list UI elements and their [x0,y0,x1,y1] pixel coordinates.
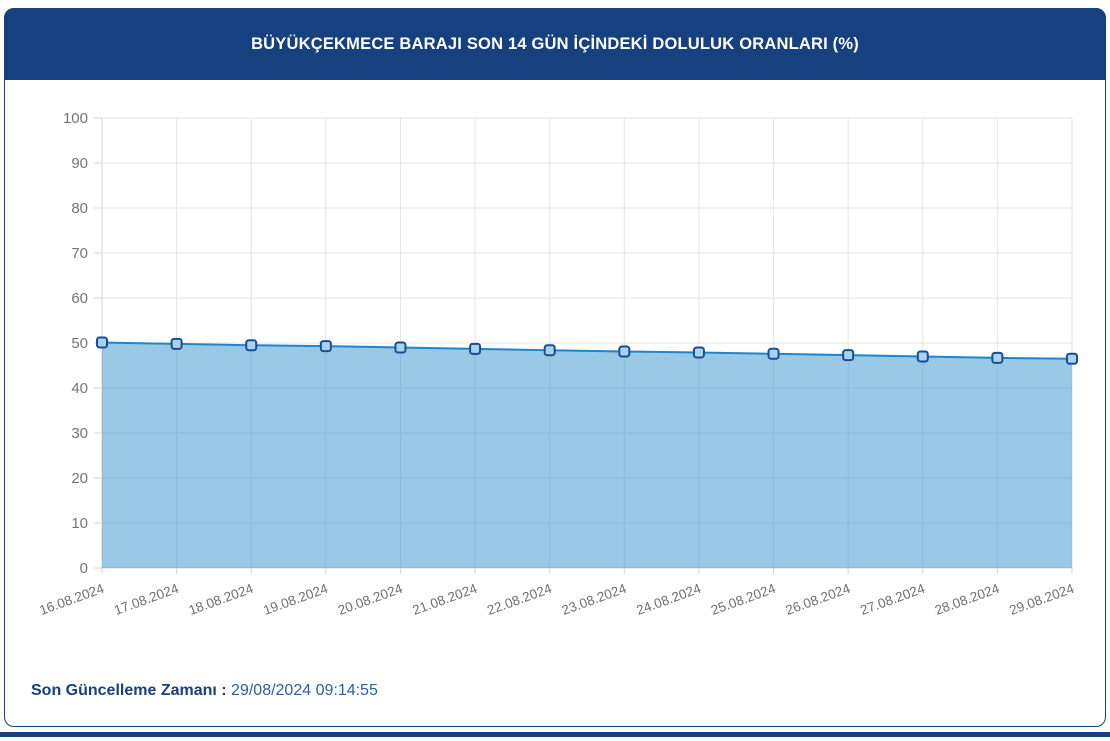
data-point[interactable] [96,336,108,349]
data-point[interactable] [1066,352,1078,365]
y-tick-label: 80 [71,200,88,217]
x-tick-label: 21.08.2024 [410,581,479,618]
y-tick-label: 30 [71,425,88,442]
y-tick-label: 70 [71,245,88,262]
x-tick-label: 26.08.2024 [784,581,853,618]
fill-rate-area-chart: 0 10 20 30 40 50 60 70 80 90 100 16.08.2024 17.08.20… [37,110,1078,618]
data-point[interactable] [245,339,258,352]
last-update-separator: : [216,682,232,699]
data-point[interactable] [842,349,855,362]
x-tick-label: 22.08.2024 [485,581,554,618]
y-tick-label: 60 [71,290,88,307]
y-tick-label: 50 [71,335,88,352]
x-tick-label: 16.08.2024 [37,581,106,618]
data-point[interactable] [394,341,407,354]
x-tick-label: 19.08.2024 [261,581,330,618]
x-tick-label: 24.08.2024 [634,581,703,618]
y-tick-label: 10 [71,515,88,532]
x-tick-label: 25.08.2024 [709,581,778,618]
last-update-line: Son Güncelleme Zamanı : 29/08/2024 09:14… [31,682,378,700]
page-title: BÜYÜKÇEKMECE BARAJI SON 14 GÜN İÇİNDEKİ … [251,34,859,53]
x-tick-label: 18.08.2024 [187,581,256,618]
x-tick-label: 17.08.2024 [112,581,181,618]
data-point[interactable] [692,346,705,359]
data-point[interactable] [170,337,183,350]
data-point[interactable] [767,347,780,360]
data-point[interactable] [469,342,482,355]
x-tick-label: 27.08.2024 [858,581,927,618]
data-point[interactable] [319,340,332,353]
data-point[interactable] [991,351,1004,364]
y-tick-label: 20 [71,470,88,487]
y-tick-label: 0 [80,560,88,577]
y-tick-label: 100 [63,110,88,127]
series-line [101,341,1073,360]
y-tick-label: 40 [71,380,88,397]
y-tick-label: 90 [71,155,88,172]
x-tick-label: 29.08.2024 [1007,581,1076,618]
data-point[interactable] [543,344,556,357]
x-tick-label: 28.08.2024 [933,581,1002,618]
area-fill [102,342,1072,568]
last-update-value: 29/08/2024 09:14:55 [231,682,378,699]
chart-area: 0 10 20 30 40 50 60 70 80 90 100 16.08.2024 17.08.20… [5,81,1105,726]
chart-title-bar: BÜYÜKÇEKMECE BARAJI SON 14 GÜN İÇİNDEKİ … [4,8,1106,80]
x-tick-label: 23.08.2024 [560,581,629,618]
data-point[interactable] [916,350,929,363]
last-update-label: Son Güncelleme Zamanı [31,682,217,699]
dashboard-card: BÜYÜKÇEKMECE BARAJI SON 14 GÜN İÇİNDEKİ … [4,8,1106,727]
x-tick-label: 20.08.2024 [336,581,405,618]
bottom-bar [0,732,1110,737]
data-point[interactable] [618,345,631,358]
